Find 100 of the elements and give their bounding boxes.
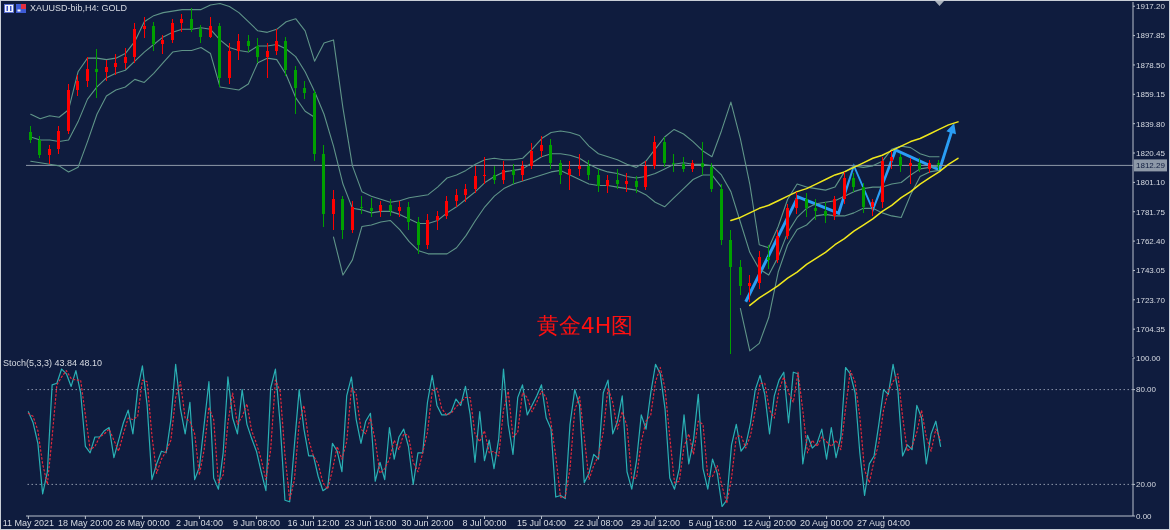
y-tick-label: 1704.35: [1136, 325, 1166, 334]
candlestick: [104, 59, 108, 82]
candlestick: [275, 28, 278, 56]
candlestick: [530, 142, 534, 170]
candlestick: [738, 259, 742, 296]
candlestick: [454, 188, 458, 208]
candlestick: [625, 172, 629, 193]
candlestick: [388, 198, 392, 217]
annotation: 黄金4H图: [535, 312, 635, 340]
candlestick: [407, 201, 411, 231]
candlestick: [823, 201, 827, 224]
candlestick: [568, 160, 572, 191]
candlestick: [350, 200, 354, 234]
candlestick: [76, 74, 80, 97]
candlestick: [908, 157, 912, 185]
candlestick: [918, 157, 922, 173]
candlestick: [246, 34, 250, 53]
y-tick-label: 100.00: [1136, 353, 1162, 363]
candlestick: [445, 195, 449, 220]
candlestick: [170, 18, 174, 44]
candlestick: [596, 168, 600, 193]
candlestick: [804, 192, 808, 218]
candlestick: [558, 159, 562, 185]
y-tick-label: 1781.75: [1136, 207, 1166, 217]
x-tick-label: 23 Jun 16:00: [344, 517, 397, 528]
x-tick-label: 29 Jul 12:00: [630, 517, 681, 528]
candlestick: [57, 125, 61, 155]
x-tick-label: 9 Jun 08:00: [232, 517, 280, 528]
y-tick-label: 1723.70: [1136, 295, 1166, 305]
chart-title: Stoch(5,3,3) 43.84 48.10: [3, 358, 103, 369]
y-tick-label: 1743.05: [1136, 266, 1166, 276]
y-tick-label: 1917.20: [1136, 2, 1166, 12]
x-tick-label: 11 May 2021: [2, 517, 55, 528]
x-tick-label: 22 Jul 08:00: [573, 517, 624, 528]
candlestick: [199, 24, 203, 44]
line-series: [749, 157, 959, 307]
x-tick-label: 27 Aug 04:00: [857, 517, 911, 528]
candlestick: [662, 136, 666, 168]
x-tick-label: 5 Aug 16:00: [688, 517, 737, 528]
candlestick: [521, 160, 524, 182]
candlestick: [473, 165, 477, 194]
candlestick: [38, 135, 42, 159]
x-tick-label: 15 Jul 04:00: [516, 517, 567, 528]
candlestick: [767, 244, 770, 270]
x-tick-label: 26 May 00:00: [115, 517, 170, 528]
y-tick-label: 1801.10: [1136, 178, 1166, 188]
y-tick-label: 1762.40: [1136, 236, 1166, 246]
candlestick: [142, 16, 146, 39]
candlestick: [577, 153, 581, 177]
y-tick-label: 80.00: [1136, 385, 1157, 395]
x-tick-label: 16 Jun 12:00: [287, 517, 340, 528]
candlestick: [95, 48, 99, 99]
candlestick: [539, 135, 543, 158]
candlestick: [748, 274, 752, 303]
candlestick: [587, 159, 591, 180]
y-tick-label: 1897.85: [1136, 31, 1166, 41]
candlestick: [795, 191, 799, 215]
candlestick: [189, 7, 193, 33]
candlestick: [123, 47, 127, 70]
x-tick-label: 12 Aug 20:00: [743, 517, 797, 528]
candlestick: [293, 65, 297, 115]
chart-title: XAUUSD-bib,H4: GOLD: [30, 3, 128, 14]
candlestick: [47, 144, 51, 165]
line-series: [30, 2, 940, 249]
candlestick: [85, 56, 89, 88]
candlestick: [606, 174, 610, 194]
candlestick: [331, 189, 335, 231]
candlestick: [208, 16, 212, 39]
x-tick-label: 30 Jun 20:00: [401, 517, 454, 528]
candlestick: [549, 138, 553, 170]
y-tick-label: 1859.15: [1136, 90, 1166, 100]
x-tick-label: 18 May 20:00: [58, 517, 113, 528]
y-tick-label: 1878.50: [1136, 60, 1166, 70]
candlestick: [502, 160, 506, 185]
candlestick: [852, 172, 856, 193]
candlestick: [842, 171, 846, 205]
candlestick: [710, 162, 714, 193]
candlestick: [492, 165, 496, 185]
candlestick: [237, 33, 241, 61]
line-series: [730, 121, 959, 222]
candlestick: [814, 198, 818, 221]
candlestick: [369, 197, 373, 218]
candlestick: [644, 160, 647, 191]
candlestick: [464, 183, 468, 203]
y-tick-label: 1820.45: [1136, 148, 1166, 158]
candlestick: [303, 80, 307, 100]
candlestick: [511, 163, 515, 185]
candlestick: [833, 195, 837, 221]
candlestick: [265, 42, 269, 79]
y-tick-label: 1839.80: [1136, 119, 1166, 129]
y-tick-label: 20.00: [1136, 480, 1157, 490]
candlestick: [256, 37, 260, 64]
candlestick: [861, 182, 865, 214]
candlestick: [152, 21, 155, 52]
y-tick-label: 0.00: [1136, 511, 1153, 521]
candlestick: [416, 216, 420, 255]
x-tick-label: 8 Jul 00:00: [462, 517, 507, 528]
candlestick: [899, 153, 903, 173]
x-tick-label: 20 Aug 00:00: [800, 517, 854, 528]
x-tick-label: 2 Jun 04:00: [175, 517, 223, 528]
